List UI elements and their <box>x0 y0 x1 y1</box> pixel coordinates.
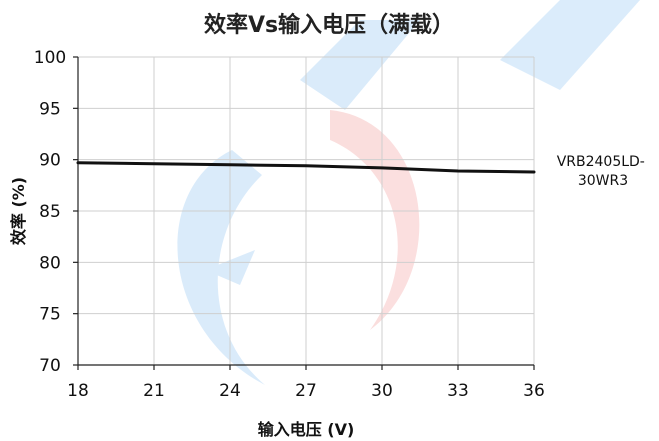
x-tick-label: 27 <box>295 381 317 401</box>
x-tick-label: 30 <box>371 381 393 401</box>
y-tick-label: 70 <box>39 356 61 376</box>
x-tick-label: 21 <box>143 381 165 401</box>
y-axis-label: 效率 (%) <box>9 177 28 245</box>
y-tick-labels: 70 75 80 85 90 95 100 <box>34 48 66 376</box>
x-tick-label: 36 <box>523 381 545 401</box>
chart-title: 效率Vs输入电压（满载） <box>204 12 454 38</box>
y-tick-label: 100 <box>34 48 66 68</box>
y-tick-label: 90 <box>39 151 61 171</box>
series <box>76 161 536 174</box>
x-axis-label: 输入电压 (V) <box>258 420 355 439</box>
y-tick-label: 75 <box>39 305 61 325</box>
grid <box>77 56 535 366</box>
series-label-line-1: VRB2405LD- <box>557 154 645 170</box>
series-line-0 <box>76 161 536 174</box>
series-label: VRB2405LD- 30WR3 <box>557 154 650 189</box>
x-tick-labels: 18 21 24 27 30 33 36 <box>67 381 545 401</box>
watermark-logo <box>177 0 640 385</box>
x-tick-label: 18 <box>67 381 89 401</box>
y-tick-label: 80 <box>39 253 61 273</box>
series-label-line-2: 30WR3 <box>578 173 628 189</box>
y-tick-label: 95 <box>39 99 61 119</box>
y-tick-label: 85 <box>39 202 61 222</box>
x-tick-label: 33 <box>447 381 469 401</box>
x-tick-label: 24 <box>219 381 241 401</box>
axes <box>73 56 535 370</box>
